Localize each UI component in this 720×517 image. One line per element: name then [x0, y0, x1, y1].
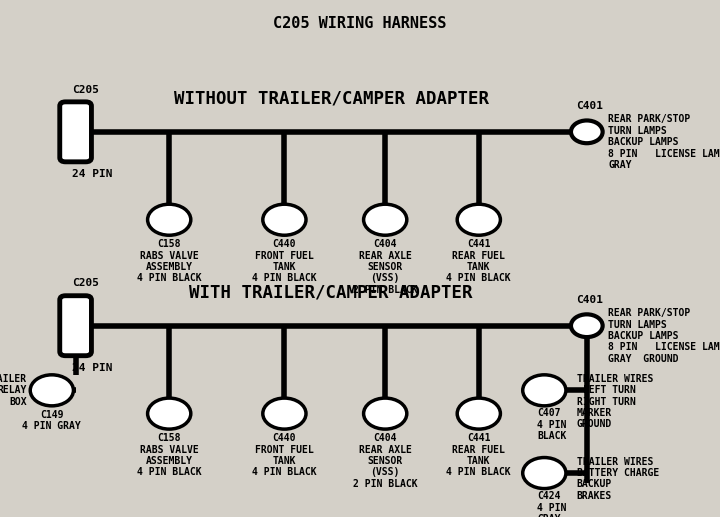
- Text: 2 PIN BLACK: 2 PIN BLACK: [353, 479, 418, 489]
- Text: 4 PIN: 4 PIN: [537, 420, 567, 430]
- Text: FRONT FUEL: FRONT FUEL: [255, 445, 314, 454]
- Circle shape: [148, 204, 191, 235]
- Text: 4 PIN BLACK: 4 PIN BLACK: [137, 273, 202, 283]
- Text: REAR AXLE: REAR AXLE: [359, 445, 412, 454]
- Text: C205: C205: [72, 85, 99, 95]
- Text: BACKUP LAMPS: BACKUP LAMPS: [608, 331, 679, 341]
- Text: REAR AXLE: REAR AXLE: [359, 251, 412, 261]
- Text: 4 PIN BLACK: 4 PIN BLACK: [446, 273, 511, 283]
- FancyBboxPatch shape: [60, 102, 91, 162]
- Text: BACKUP LAMPS: BACKUP LAMPS: [608, 137, 679, 147]
- Circle shape: [523, 458, 566, 489]
- Text: 2 PIN BLACK: 2 PIN BLACK: [353, 285, 418, 295]
- Text: C149: C149: [40, 410, 63, 420]
- Circle shape: [523, 375, 566, 406]
- Circle shape: [148, 398, 191, 429]
- Circle shape: [364, 398, 407, 429]
- Text: 4 PIN BLACK: 4 PIN BLACK: [252, 273, 317, 283]
- Text: C441: C441: [467, 433, 490, 443]
- Text: ASSEMBLY: ASSEMBLY: [145, 456, 193, 466]
- Text: TURN LAMPS: TURN LAMPS: [608, 320, 667, 330]
- Text: LEFT TURN: LEFT TURN: [577, 385, 636, 396]
- Text: C401: C401: [576, 101, 603, 111]
- Text: 4 PIN: 4 PIN: [537, 503, 567, 512]
- Text: BRAKES: BRAKES: [577, 491, 612, 501]
- Text: RABS VALVE: RABS VALVE: [140, 445, 199, 454]
- Text: 24 PIN: 24 PIN: [72, 363, 112, 373]
- Text: C424: C424: [537, 491, 561, 501]
- Text: C205: C205: [72, 279, 99, 288]
- Circle shape: [457, 204, 500, 235]
- Text: GROUND: GROUND: [577, 419, 612, 430]
- Text: RIGHT TURN: RIGHT TURN: [577, 397, 636, 407]
- Text: TANK: TANK: [467, 262, 490, 272]
- Text: FRONT FUEL: FRONT FUEL: [255, 251, 314, 261]
- Text: REAR FUEL: REAR FUEL: [452, 251, 505, 261]
- Circle shape: [263, 204, 306, 235]
- Text: C158: C158: [158, 239, 181, 249]
- Text: TANK: TANK: [467, 456, 490, 466]
- Text: RABS VALVE: RABS VALVE: [140, 251, 199, 261]
- Text: WITH TRAILER/CAMPER ADAPTER: WITH TRAILER/CAMPER ADAPTER: [189, 283, 473, 301]
- Text: C440: C440: [273, 433, 296, 443]
- Text: 4 PIN BLACK: 4 PIN BLACK: [252, 467, 317, 477]
- Text: BACKUP: BACKUP: [577, 479, 612, 490]
- Circle shape: [364, 204, 407, 235]
- Text: C205 WIRING HARNESS: C205 WIRING HARNESS: [274, 16, 446, 31]
- Text: C440: C440: [273, 239, 296, 249]
- Text: GRAY: GRAY: [608, 160, 632, 170]
- Text: TANK: TANK: [273, 262, 296, 272]
- Text: 4 PIN GRAY: 4 PIN GRAY: [22, 421, 81, 431]
- Circle shape: [263, 398, 306, 429]
- Circle shape: [571, 120, 603, 143]
- Text: BATTERY CHARGE: BATTERY CHARGE: [577, 468, 659, 478]
- Text: GRAY: GRAY: [537, 514, 561, 517]
- Text: BOX: BOX: [9, 397, 27, 407]
- Circle shape: [30, 375, 73, 406]
- Text: REAR PARK/STOP: REAR PARK/STOP: [608, 114, 690, 125]
- Text: (VSS): (VSS): [371, 273, 400, 283]
- Text: SENSOR: SENSOR: [368, 262, 402, 272]
- Circle shape: [571, 314, 603, 337]
- Text: TRAILER WIRES: TRAILER WIRES: [577, 457, 653, 467]
- Text: WITHOUT TRAILER/CAMPER ADAPTER: WITHOUT TRAILER/CAMPER ADAPTER: [174, 89, 489, 107]
- Text: REAR FUEL: REAR FUEL: [452, 445, 505, 454]
- Text: REAR PARK/STOP: REAR PARK/STOP: [608, 308, 690, 318]
- Text: 4 PIN BLACK: 4 PIN BLACK: [137, 467, 202, 477]
- FancyBboxPatch shape: [60, 296, 91, 356]
- Text: (VSS): (VSS): [371, 467, 400, 477]
- Text: 8 PIN   LICENSE LAMPS: 8 PIN LICENSE LAMPS: [608, 148, 720, 159]
- Text: ASSEMBLY: ASSEMBLY: [145, 262, 193, 272]
- Text: TURN LAMPS: TURN LAMPS: [608, 126, 667, 136]
- Text: TRAILER: TRAILER: [0, 374, 27, 384]
- Text: 4 PIN BLACK: 4 PIN BLACK: [446, 467, 511, 477]
- Text: TANK: TANK: [273, 456, 296, 466]
- Text: C404: C404: [374, 433, 397, 443]
- Circle shape: [457, 398, 500, 429]
- Text: C407: C407: [537, 408, 561, 418]
- Text: C404: C404: [374, 239, 397, 249]
- Text: C401: C401: [576, 295, 603, 305]
- Text: BLACK: BLACK: [537, 431, 567, 441]
- Text: TRAILER WIRES: TRAILER WIRES: [577, 374, 653, 384]
- Text: C158: C158: [158, 433, 181, 443]
- Text: 24 PIN: 24 PIN: [72, 169, 112, 179]
- Text: 8 PIN   LICENSE LAMPS: 8 PIN LICENSE LAMPS: [608, 342, 720, 353]
- Text: RELAY: RELAY: [0, 385, 27, 396]
- Text: SENSOR: SENSOR: [368, 456, 402, 466]
- Text: MARKER: MARKER: [577, 408, 612, 418]
- Text: C441: C441: [467, 239, 490, 249]
- Text: GRAY  GROUND: GRAY GROUND: [608, 354, 679, 364]
